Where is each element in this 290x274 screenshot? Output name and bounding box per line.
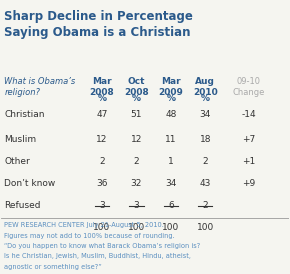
Text: 51: 51: [130, 110, 142, 119]
Text: 09-10
Change: 09-10 Change: [232, 77, 264, 97]
Text: Oct
2008: Oct 2008: [124, 77, 149, 97]
Text: +1: +1: [242, 157, 255, 166]
Text: 100: 100: [162, 223, 180, 232]
Text: 100: 100: [93, 223, 110, 232]
Text: PEW RESEARCH CENTER July 21-August 5, 2010.: PEW RESEARCH CENTER July 21-August 5, 20…: [4, 222, 164, 229]
Text: “Do you happen to know what Barack Obama’s religion is?: “Do you happen to know what Barack Obama…: [4, 243, 200, 249]
Text: 3: 3: [133, 201, 139, 210]
Text: 34: 34: [165, 179, 177, 188]
Text: +7: +7: [242, 135, 255, 144]
Text: 34: 34: [200, 110, 211, 119]
Text: 100: 100: [128, 223, 145, 232]
Text: 2: 2: [202, 201, 208, 210]
Text: Other: Other: [4, 157, 30, 166]
Text: 12: 12: [96, 135, 108, 144]
Text: 12: 12: [131, 135, 142, 144]
Text: 18: 18: [200, 135, 211, 144]
Text: 2: 2: [134, 157, 139, 166]
Text: Mar
2008: Mar 2008: [90, 77, 114, 97]
Text: Don’t know: Don’t know: [4, 179, 55, 188]
Text: 1: 1: [168, 157, 174, 166]
Text: %: %: [166, 94, 175, 102]
Text: Mar
2009: Mar 2009: [158, 77, 183, 97]
Text: Is he Christian, Jewish, Muslim, Buddhist, Hindu, atheist,: Is he Christian, Jewish, Muslim, Buddhis…: [4, 253, 191, 259]
Text: Figures may not add to 100% because of rounding.: Figures may not add to 100% because of r…: [4, 233, 175, 239]
Text: 11: 11: [165, 135, 177, 144]
Text: agnostic or something else?”: agnostic or something else?”: [4, 264, 102, 270]
Text: 48: 48: [165, 110, 177, 119]
Text: %: %: [97, 94, 106, 102]
Text: %: %: [132, 94, 141, 102]
Text: 100: 100: [197, 223, 214, 232]
Text: Muslim: Muslim: [4, 135, 36, 144]
Text: 6: 6: [168, 201, 174, 210]
Text: 2: 2: [202, 157, 208, 166]
Text: 47: 47: [96, 110, 108, 119]
Text: %: %: [201, 94, 210, 102]
Text: Refused: Refused: [4, 201, 41, 210]
Text: Sharp Decline in Percentage
Saying Obama is a Christian: Sharp Decline in Percentage Saying Obama…: [4, 10, 193, 39]
Text: +9: +9: [242, 179, 255, 188]
Text: 36: 36: [96, 179, 108, 188]
Text: Christian: Christian: [4, 110, 45, 119]
Text: 2: 2: [99, 157, 105, 166]
Text: 3: 3: [99, 201, 105, 210]
Text: 32: 32: [131, 179, 142, 188]
Text: What is Obama’s
religion?: What is Obama’s religion?: [4, 77, 75, 98]
Text: 43: 43: [200, 179, 211, 188]
Text: Aug
2010: Aug 2010: [193, 77, 218, 97]
Text: -14: -14: [241, 110, 256, 119]
